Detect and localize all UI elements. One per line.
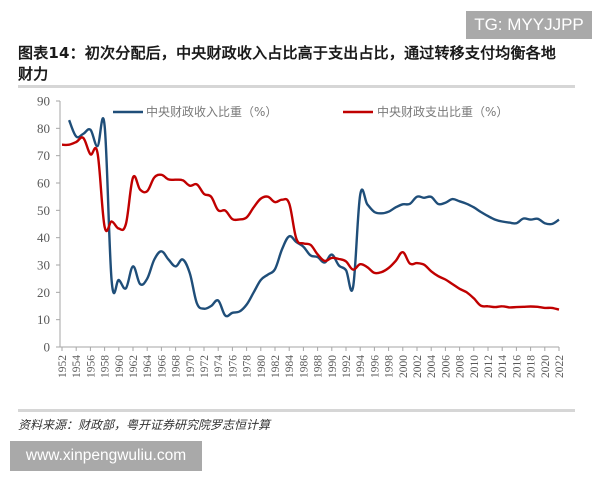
x-tick-label: 2014	[497, 355, 509, 378]
x-tick-label: 2000	[398, 355, 410, 378]
watermark-tg-badge: TG: MYYJJPP	[466, 11, 592, 39]
y-tick-label: 50	[37, 203, 50, 218]
y-tick-label: 90	[37, 94, 50, 109]
x-tick-label: 2022	[554, 355, 566, 378]
x-tick-label: 1982	[270, 355, 282, 378]
figure-title: 图表14：初次分配后，中央财政收入占比高于支出占比，通过转移支付均衡各地 财力	[18, 43, 578, 85]
y-axis: 0 10 20 30 40 50 60 70 80 90	[37, 94, 61, 355]
x-tick-label: 1990	[327, 355, 339, 378]
y-tick-label: 0	[44, 340, 51, 355]
y-tick-label: 10	[37, 312, 50, 327]
x-tick-label: 1960	[114, 355, 126, 378]
x-tick-label: 1968	[171, 355, 183, 378]
figure-title-line-2: 财力	[18, 65, 49, 83]
y-tick-label: 80	[37, 121, 50, 136]
series-line-expenditure	[61, 136, 560, 311]
x-tick-label: 2020	[540, 355, 552, 378]
source-divider	[18, 409, 575, 412]
x-tick-label: 2018	[526, 355, 538, 378]
x-axis: 1952 1954 1956 1958 1960 1962 1964 1966 1968 1970…	[57, 346, 566, 378]
x-tick-label: 2012	[483, 355, 495, 378]
y-tick-label: 30	[37, 258, 50, 273]
x-tick-label: 1958	[100, 355, 112, 378]
x-tick-label: 1970	[185, 355, 197, 378]
x-tick-label: 2002	[412, 355, 424, 378]
x-tick-label: 2006	[440, 355, 452, 378]
x-tick-label: 1988	[313, 355, 325, 378]
legend: 中央财政收入比重（%） 中央财政支出比重（%）	[113, 104, 508, 119]
watermark-url-badge: www.xinpengwuliu.com	[10, 441, 202, 471]
x-tick-label: 2016	[511, 355, 523, 378]
x-tick-label: 1972	[199, 355, 211, 378]
legend-label-revenue: 中央财政收入比重（%）	[146, 104, 277, 119]
x-tick-label: 1996	[369, 355, 381, 378]
legend-item-revenue: 中央财政收入比重（%）	[113, 104, 277, 119]
series-line-revenue	[67, 117, 560, 318]
x-tick-label: 1956	[85, 355, 97, 378]
title-divider	[18, 85, 575, 88]
y-tick-label: 70	[37, 148, 50, 163]
y-tick-label: 60	[37, 176, 50, 191]
x-tick-label: 1952	[57, 355, 69, 378]
y-tick-label: 40	[37, 230, 50, 245]
x-tick-label: 1984	[284, 355, 296, 378]
x-tick-label: 1966	[156, 355, 168, 378]
x-tick-label: 1994	[355, 355, 367, 378]
line-chart: 0 10 20 30 40 50 60 70 80 90 1952 1954 1956 1958 1960…	[37, 94, 566, 379]
x-tick-label: 1978	[242, 355, 254, 378]
series-lines	[61, 117, 560, 318]
x-tick-label: 1962	[128, 355, 140, 378]
x-tick-label: 2004	[426, 355, 438, 378]
x-tick-label: 2010	[469, 355, 481, 378]
x-tick-label: 1954	[71, 355, 83, 378]
x-tick-label: 2008	[455, 355, 467, 378]
x-tick-label: 1980	[256, 355, 268, 378]
x-tick-label: 1998	[384, 355, 396, 378]
x-tick-label: 1976	[227, 355, 239, 378]
x-tick-label: 1964	[142, 355, 154, 378]
source-note: 资料来源：财政部，粤开证券研究院罗志恒计算	[18, 418, 271, 432]
y-tick-label: 20	[37, 285, 50, 300]
x-tick-label: 1974	[213, 355, 225, 378]
legend-item-expenditure: 中央财政支出比重（%）	[343, 104, 508, 119]
x-tick-label: 1986	[298, 355, 310, 378]
figure-title-line-1: 图表14：初次分配后，中央财政收入占比高于支出占比，通过转移支付均衡各地	[18, 44, 557, 62]
legend-label-expenditure: 中央财政支出比重（%）	[377, 104, 508, 119]
x-tick-label: 1992	[341, 355, 353, 378]
